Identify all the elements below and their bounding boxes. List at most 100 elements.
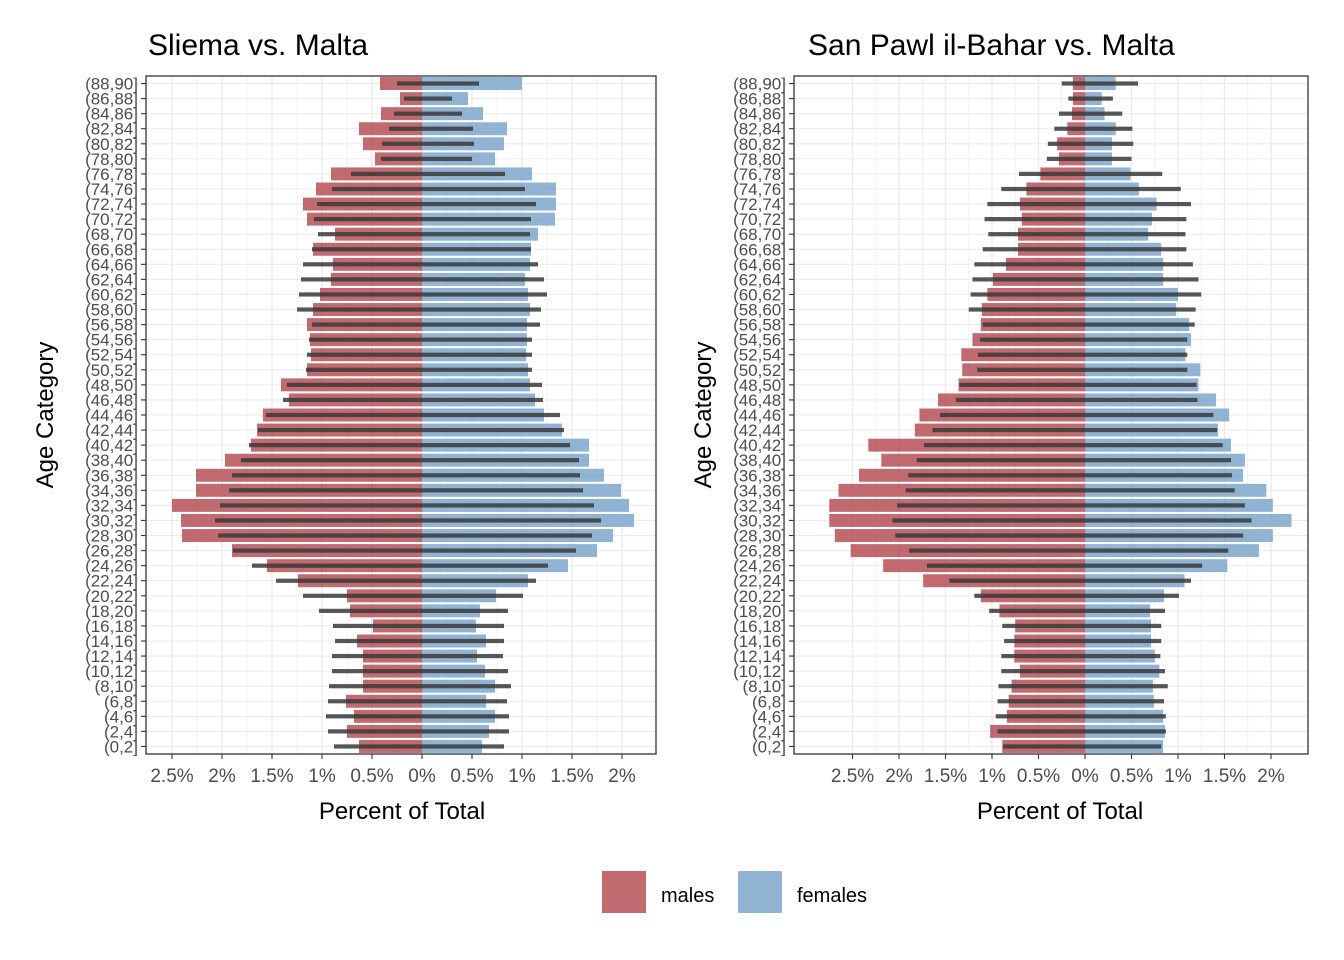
y-tick-label: (28,30]: [733, 527, 786, 546]
malta-bar-male: [955, 397, 1085, 403]
malta-bar-male: [328, 699, 422, 704]
malta-bar-male: [989, 608, 1085, 613]
malta-bar-male: [382, 141, 422, 146]
y-tick-label: (70,72]: [85, 210, 138, 229]
y-tick-label: (72,74]: [733, 195, 786, 214]
malta-bar-female: [422, 262, 538, 267]
malta-bar-male: [1047, 141, 1085, 146]
malta-bar-female: [422, 382, 542, 387]
malta-bar-male: [1002, 623, 1085, 629]
malta-bar-female: [422, 412, 560, 418]
malta-bar-male: [1001, 669, 1085, 674]
y-axis: (0,2](2,4](4,6](6,8](8,10](10,12](12,14]…: [733, 75, 794, 756]
y-tick-label: (18,20]: [733, 602, 786, 621]
y-tick-label: (84,86]: [85, 105, 138, 124]
malta-bar-female: [422, 593, 523, 598]
x-tick-label: 2.5%: [150, 766, 193, 787]
y-tick-label: (14,16]: [85, 632, 138, 651]
malta-bar-female: [422, 247, 531, 252]
malta-bar-male: [307, 352, 422, 357]
y-axis-title: Age Category: [32, 342, 59, 489]
y-tick-label: (30,32]: [85, 511, 138, 530]
y-tick-label: (78,80]: [85, 150, 138, 169]
malta-bar-male: [932, 427, 1085, 433]
malta-bar-female: [422, 352, 532, 357]
y-tick-label: (30,32]: [733, 511, 786, 530]
y-tick-label: (28,30]: [85, 527, 138, 546]
y-axis: (0,2](2,4](4,6](6,8](8,10](10,12](12,14]…: [85, 75, 146, 756]
x-tick-label: 0.5%: [450, 766, 493, 787]
y-tick-label: (22,24]: [733, 572, 786, 591]
malta-bar-male: [215, 518, 422, 523]
malta-bar-female: [422, 141, 474, 146]
malta-bar-female: [422, 96, 452, 101]
malta-bar-male: [332, 653, 422, 659]
malta-bar-male: [397, 81, 422, 86]
malta-bar-female: [1085, 322, 1195, 327]
malta-bar-female: [422, 653, 503, 659]
y-tick-label: (40,42]: [85, 436, 138, 455]
malta-bar-male: [318, 232, 422, 237]
malta-bar-male: [404, 96, 422, 101]
legend-label-males: males: [661, 885, 714, 907]
x-axis: 2.5% 2% 1.5% 1% 0.5% 0% 0.5% 1% 1.5% 2%: [831, 754, 1285, 787]
malta-bar-male: [351, 171, 422, 177]
x-axis-title: Percent of Total: [319, 798, 485, 825]
malta-bar-female: [422, 171, 505, 177]
y-tick-label: (38,40]: [733, 451, 786, 470]
malta-bar-female: [1085, 638, 1162, 644]
x-tick-label: 2%: [885, 766, 913, 787]
y-tick-label: (10,12]: [733, 662, 786, 681]
bars: [172, 77, 634, 753]
y-tick-label: (44,46]: [733, 406, 786, 425]
malta-bar-male: [233, 548, 422, 553]
malta-bar-female: [422, 156, 472, 161]
y-tick-label: (0,2]: [752, 737, 786, 756]
malta-bar-male: [949, 578, 1085, 583]
malta-bar-male: [897, 503, 1085, 508]
malta-bar-male: [924, 443, 1085, 448]
y-tick-label: (22,24]: [85, 572, 138, 591]
x-tick-label: 2%: [608, 766, 636, 787]
x-tick-label: 1%: [1164, 766, 1192, 787]
malta-bar-female: [422, 578, 536, 583]
chart-title: San Pawl il-Bahar vs. Malta: [808, 29, 1175, 62]
y-tick-label: (34,36]: [85, 481, 138, 500]
y-tick-label: (18,20]: [85, 602, 138, 621]
chart-panel-sliema: (0,2](2,4](4,6](6,8](8,10](10,12](12,14]…: [32, 29, 657, 825]
malta-bar-male: [987, 201, 1085, 207]
y-tick-label: (8,10]: [743, 677, 786, 696]
malta-bar-male: [328, 729, 422, 734]
y-tick-label: (66,68]: [733, 240, 786, 259]
y-tick-label: (36,38]: [85, 466, 138, 485]
malta-bar-female: [422, 186, 525, 192]
y-tick-label: (46,48]: [85, 391, 138, 410]
malta-bar-female: [1085, 81, 1139, 86]
y-tick-label: (38,40]: [85, 451, 138, 470]
malta-bar-male: [303, 593, 422, 598]
malta-bar-male: [381, 156, 422, 161]
malta-bar-female: [1085, 744, 1162, 749]
malta-bar-male: [229, 488, 422, 493]
malta-bar-male: [988, 232, 1085, 237]
y-tick-label: (62,64]: [733, 270, 786, 289]
malta-bar-male: [1058, 111, 1085, 116]
malta-bar-male: [1061, 81, 1085, 86]
y-tick-label: (2,4]: [104, 722, 138, 741]
malta-bar-male: [916, 458, 1085, 463]
y-tick-label: (72,74]: [85, 195, 138, 214]
y-tick-label: (88,90]: [85, 75, 138, 94]
x-tick-label: 2%: [208, 766, 236, 787]
y-tick-label: (68,70]: [733, 225, 786, 244]
y-tick-label: (52,54]: [733, 346, 786, 365]
y-tick-label: (48,50]: [85, 376, 138, 395]
malta-bar-male: [312, 322, 422, 327]
x-tick-label: 1.5%: [250, 766, 293, 787]
malta-bar-male: [283, 397, 422, 403]
y-axis-title: Age Category: [690, 342, 717, 489]
y-tick-label: (60,62]: [733, 285, 786, 304]
y-tick-label: (0,2]: [104, 737, 138, 756]
y-tick-label: (50,52]: [733, 361, 786, 380]
y-tick-label: (20,22]: [85, 587, 138, 606]
